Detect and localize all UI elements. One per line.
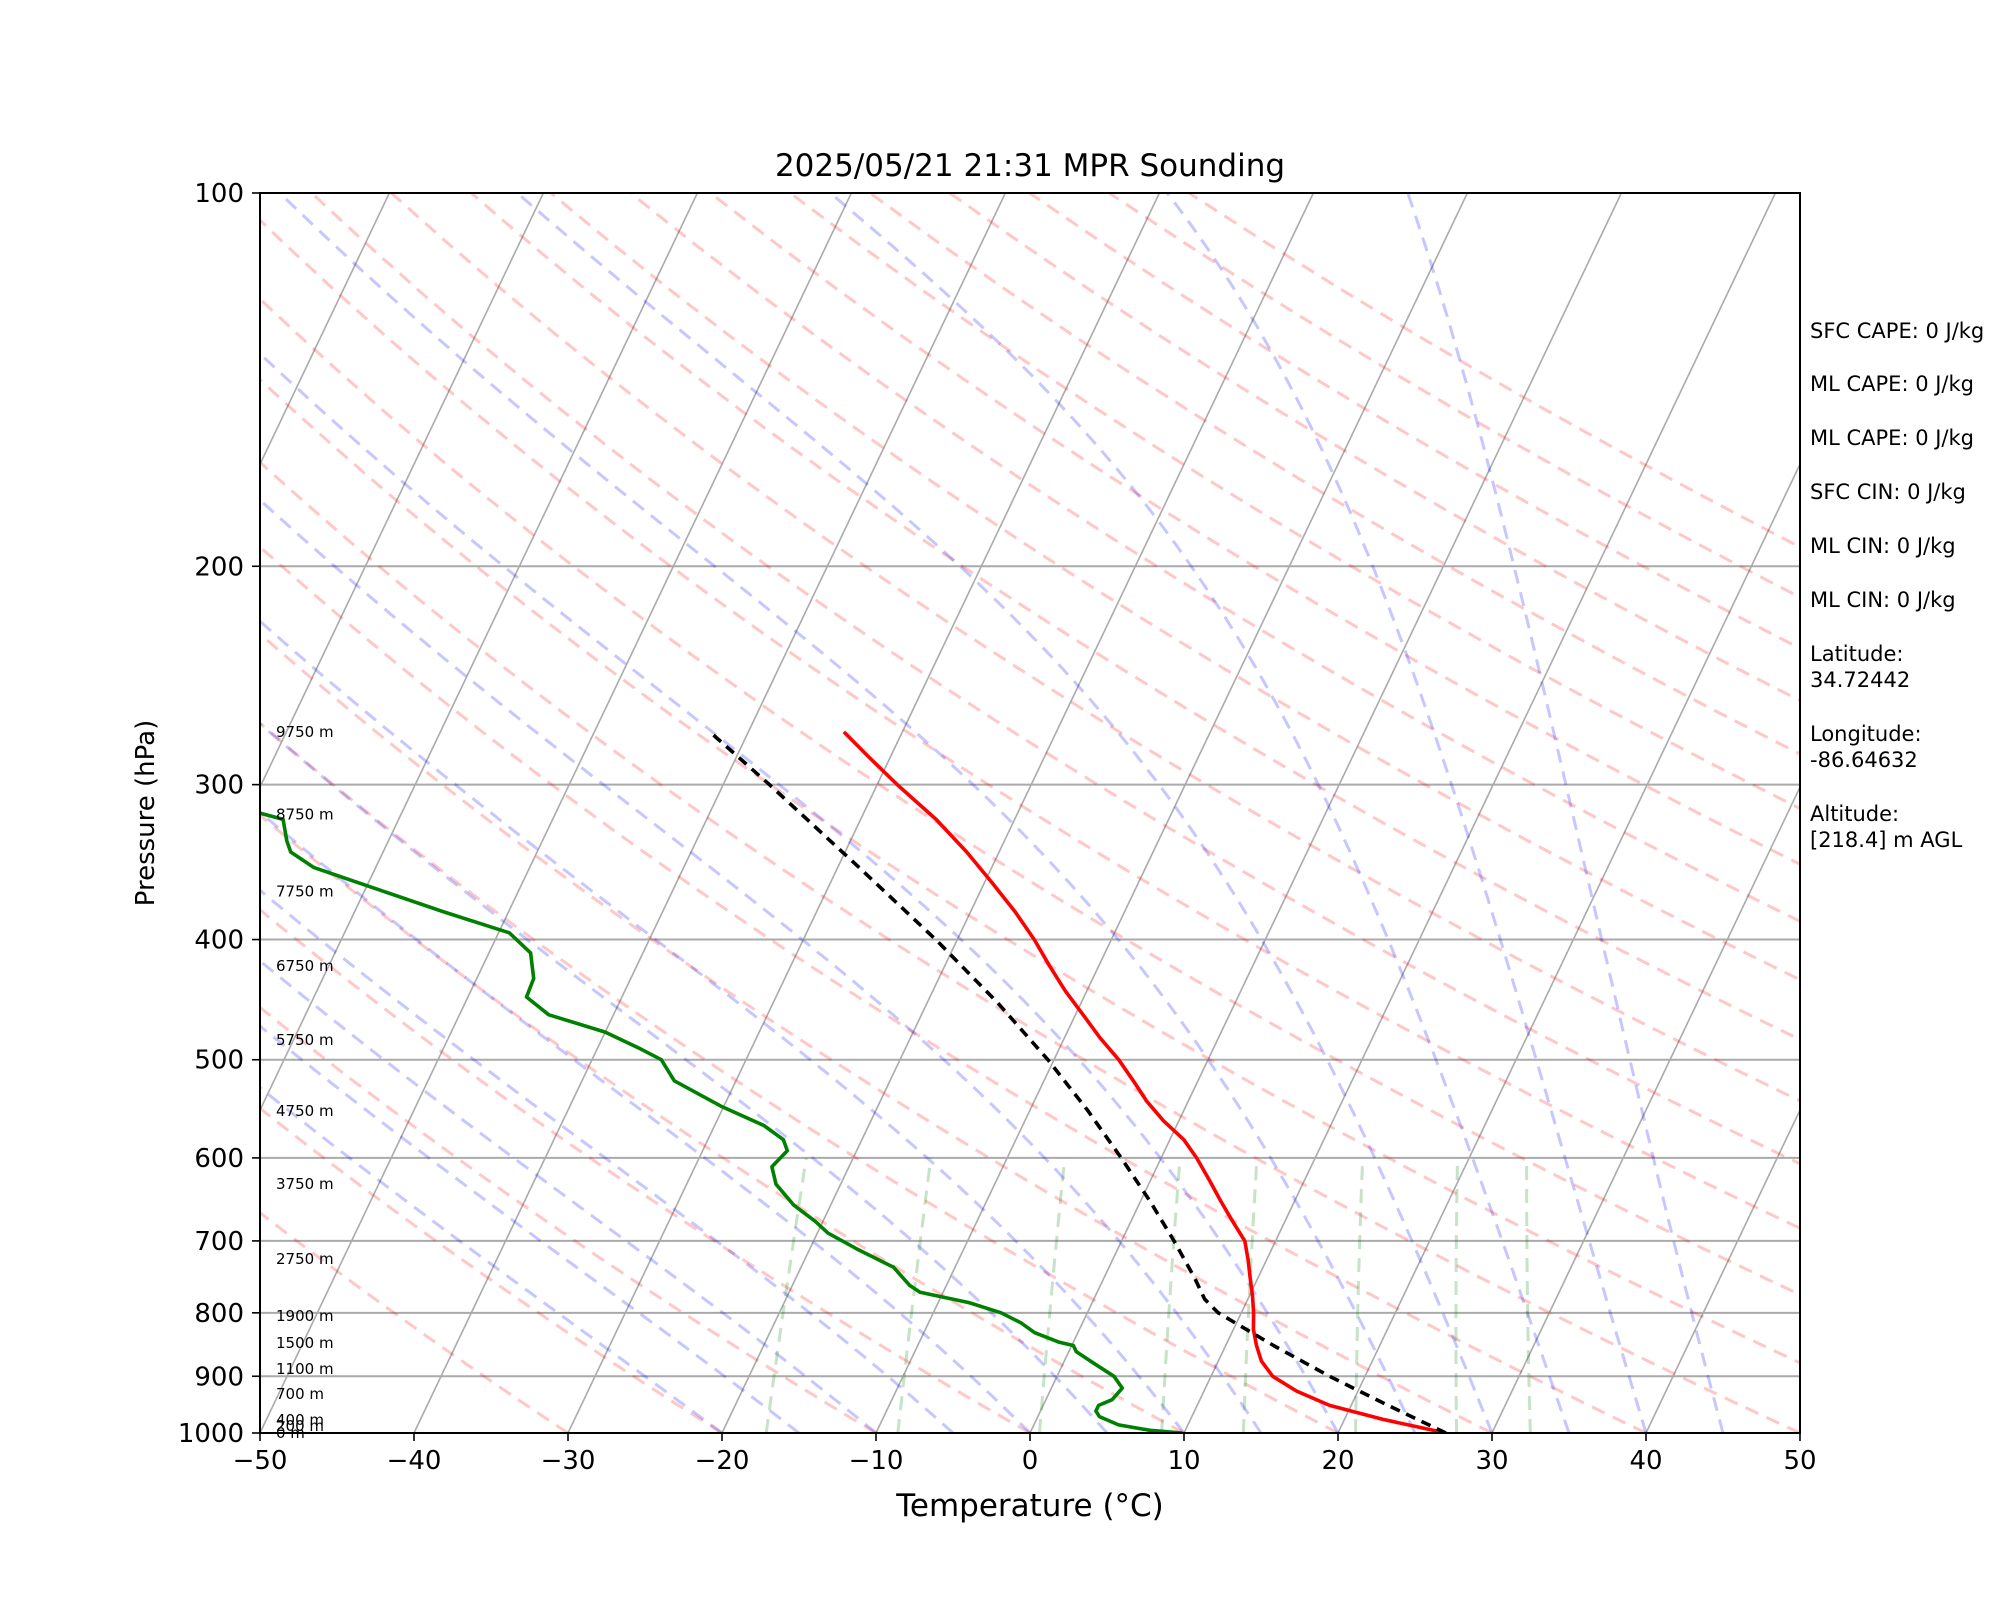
moist-adiabat-line <box>0 193 1261 1433</box>
longitude-text: Longitude: -86.64632 <box>1810 721 1922 773</box>
height-label: 3750 m <box>276 1175 334 1193</box>
height-label: 700 m <box>276 1385 324 1403</box>
ml-cin-text: ML CIN: 0 J/kg <box>1810 533 1956 559</box>
moist-adiabat-line <box>0 193 722 1433</box>
mixing-ratio-line <box>1527 1158 1531 1433</box>
moist-adiabat-line <box>0 193 1107 1433</box>
dry-adiabat-line <box>0 193 1800 1433</box>
height-label: 6750 m <box>276 957 334 975</box>
dewpoint-line <box>123 732 1183 1433</box>
dry-adiabat-line <box>0 193 1646 1433</box>
sfc-cin-text: SFC CIN: 0 J/kg <box>1810 479 1966 505</box>
ml-cape-text-2: ML CAPE: 0 J/kg <box>1810 425 1974 451</box>
x-tick-label: 40 <box>1629 1446 1662 1476</box>
x-tick-label: −30 <box>541 1446 596 1476</box>
x-tick-label: −50 <box>233 1446 288 1476</box>
y-tick-label: 900 <box>194 1362 244 1392</box>
isotherm-line <box>414 193 1005 1433</box>
dry-adiabat-line <box>710 193 2000 1433</box>
moist-adiabat-line <box>830 193 1569 1433</box>
x-axis-label: Temperature (°C) <box>895 1488 1164 1524</box>
x-tick-label: 50 <box>1783 1446 1816 1476</box>
ml-cin-text-2: ML CIN: 0 J/kg <box>1810 587 1956 613</box>
y-axis-label: Pressure (hPa) <box>131 720 161 907</box>
mixing-ratio-line <box>1040 1158 1065 1433</box>
y-tick-label: 600 <box>194 1144 244 1174</box>
y-tick-label: 800 <box>194 1299 244 1329</box>
x-tick-label: 10 <box>1167 1446 1200 1476</box>
altitude-text: Altitude: [218.4] m AGL <box>1810 801 1962 853</box>
y-tick-label: 200 <box>194 552 244 582</box>
dry-adiabat-line <box>152 193 2000 1433</box>
dry-adiabat-line <box>471 193 2000 1433</box>
height-label: 2750 m <box>276 1250 334 1268</box>
y-tick-label: 300 <box>194 771 244 801</box>
x-tick-label: −20 <box>695 1446 750 1476</box>
mixing-ratio-line <box>1456 1158 1458 1433</box>
height-label: 7750 m <box>276 883 334 901</box>
x-tick-label: 30 <box>1475 1446 1508 1476</box>
height-label: 4750 m <box>276 1102 334 1120</box>
isotherm-line <box>1030 193 1621 1433</box>
sfc-cape-text: SFC CAPE: 0 J/kg <box>1810 318 1984 344</box>
parcel-line <box>710 732 1446 1433</box>
dry-adiabat-line <box>312 193 2000 1433</box>
isotherm-line <box>0 193 81 1433</box>
mixing-ratio-line <box>898 1158 931 1433</box>
height-label: 5750 m <box>276 1031 334 1049</box>
ml-cape-text: ML CAPE: 0 J/kg <box>1810 371 1974 397</box>
x-tick-label: 20 <box>1321 1446 1354 1476</box>
y-tick-label: 500 <box>194 1046 244 1076</box>
dry-adiabat-line <box>551 193 2000 1433</box>
y-tick-label: 1000 <box>178 1419 244 1449</box>
x-tick-label: 0 <box>1022 1446 1039 1476</box>
dry-adiabat-line <box>631 193 2000 1433</box>
height-label: 1500 m <box>276 1334 334 1352</box>
height-label: 400 m <box>276 1411 324 1429</box>
x-tick-label: −40 <box>387 1446 442 1476</box>
dry-adiabat-line <box>0 193 722 1433</box>
height-label: 1900 m <box>276 1307 334 1325</box>
height-label: 8750 m <box>276 805 334 823</box>
y-tick-label: 400 <box>194 926 244 956</box>
y-tick-label: 700 <box>194 1227 244 1257</box>
x-tick-label: −10 <box>849 1446 904 1476</box>
axes: −50 −40 −30 −20 −10 0 10 20 30 40 50 100 200 300 400 50… <box>178 179 1817 1476</box>
isotherm-line <box>0 193 543 1433</box>
latitude-text: Latitude: 34.72442 <box>1810 641 1910 693</box>
moist-adiabat-line <box>0 193 799 1433</box>
chart-title: 2025/05/21 21:31 MPR Sounding <box>775 148 1285 184</box>
dry-adiabat-line <box>72 193 1954 1433</box>
height-label: 1100 m <box>276 1360 334 1378</box>
y-tick-label: 100 <box>194 179 244 209</box>
height-label: 9750 m <box>276 723 334 741</box>
